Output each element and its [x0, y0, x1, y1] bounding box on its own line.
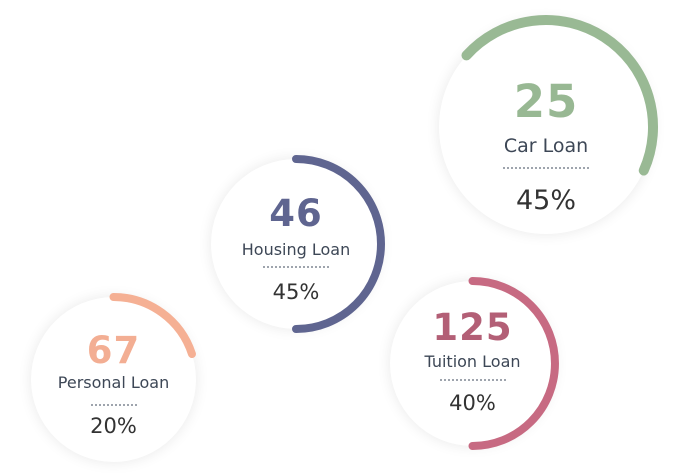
loan-percent-housing: 45% [272, 280, 320, 304]
loan-card-personal: 67 Personal Loan 20% [31, 293, 196, 462]
progress-ring-car [461, 15, 658, 176]
progress-arc-tuition [468, 277, 559, 450]
loan-percent-tuition: 40% [449, 391, 496, 415]
loan-card-tuition: 125 Tuition Loan 40% [390, 277, 559, 450]
loan-count-housing: 46 [269, 192, 323, 235]
loan-label-tuition: Tuition Loan [424, 352, 521, 371]
progress-arc-car [461, 15, 658, 176]
loan-percent-car: 45% [515, 185, 576, 216]
loan-label-housing: Housing Loan [241, 240, 351, 259]
loan-label-car: Car Loan [503, 135, 589, 157]
progress-ring-tuition [468, 277, 559, 450]
loan-percent-personal: 20% [90, 414, 137, 438]
divider-tuition [439, 379, 506, 381]
divider-car [503, 167, 589, 169]
loan-label-personal: Personal Loan [57, 373, 170, 392]
progress-arc-housing [292, 155, 385, 333]
loan-count-car: 25 [513, 75, 579, 128]
divider-personal [90, 404, 137, 406]
progress-arc-personal [109, 293, 196, 359]
loan-card-housing: 46 Housing Loan 45% [211, 155, 385, 333]
divider-housing [263, 266, 329, 268]
loan-count-tuition: 125 [432, 306, 513, 349]
progress-ring-housing [292, 155, 385, 333]
loan-card-car: 25 Car Loan 45% [439, 15, 658, 234]
progress-ring-personal [109, 293, 196, 359]
loan-count-personal: 67 [86, 329, 141, 372]
